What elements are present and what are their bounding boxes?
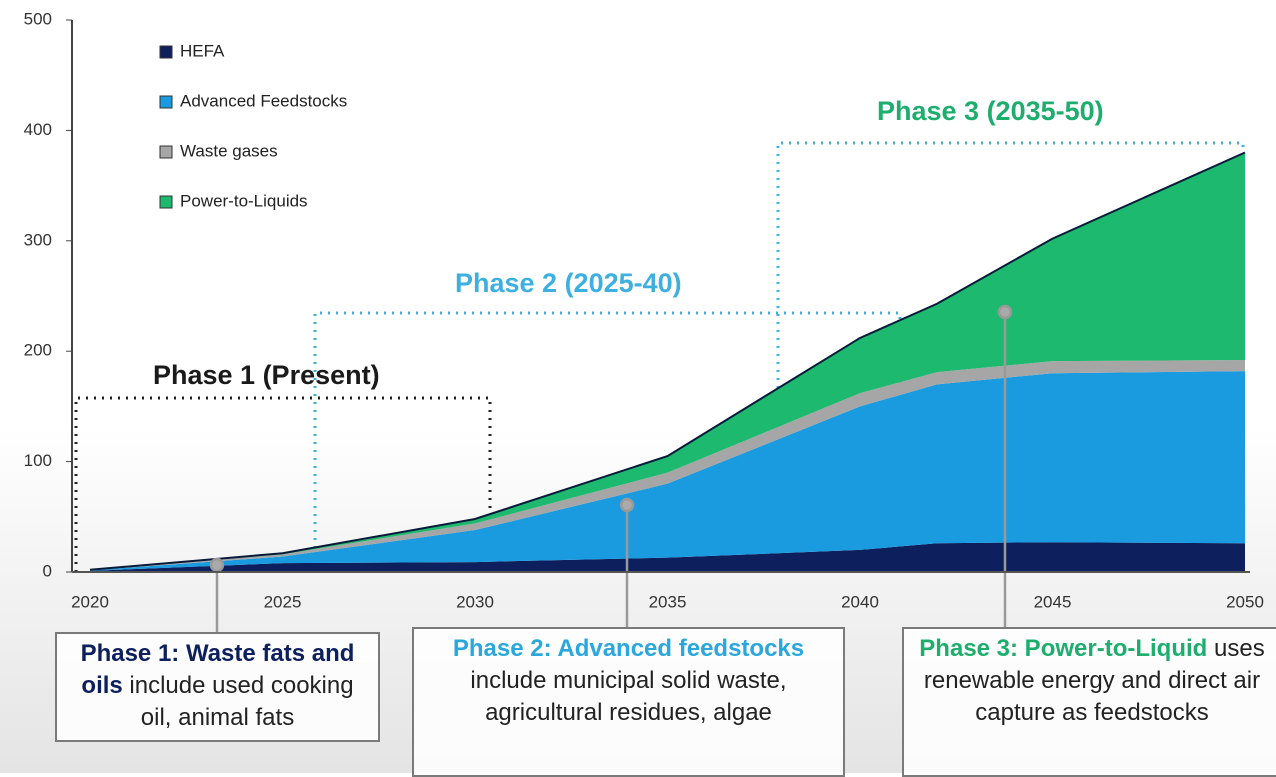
legend-label: Advanced Feedstocks [180,91,347,110]
x-tick-label: 2040 [841,592,879,611]
y-tick-label: 200 [24,341,52,360]
phase-label: Phase 1 (Present) [153,360,380,390]
legend-swatch [159,95,173,109]
area [90,152,1245,571]
x-tick-label: 2045 [1034,592,1072,611]
y-tick-label: 500 [24,9,52,28]
legend-swatch [159,145,173,159]
x-tick-label: 2050 [1226,592,1264,611]
box-text: include used cooking oil, animal fats [129,672,354,731]
legend-label: Power-to-Liquids [180,191,308,210]
box-text: include municipal solid waste, agricultu… [470,667,787,726]
pointer-dot [619,497,635,513]
pointers [209,304,1013,632]
x-tick-label: 2020 [71,592,109,611]
x-tick-label: 2025 [264,592,302,611]
x-tick-label: 2035 [649,592,687,611]
phase-label: Phase 3 (2035-50) [877,96,1104,126]
box: Phase 1: Waste fats and oils include use… [55,632,380,742]
box: Phase 2: Advanced feedstocks include mun… [412,627,845,777]
area [90,542,1245,572]
x-tick-label: 2030 [456,592,494,611]
box-title: Phase 2: Advanced feedstocks [452,635,805,662]
box: Phase 3: Power-to-Liquid uses renewable … [902,627,1276,777]
outline [89,151,1246,571]
areas [89,151,1246,572]
y-tick-label: 0 [43,561,52,580]
y-tick-label: 100 [24,451,52,470]
phase-labels: Phase 1 (Present) Phase 2 (2025-40) Phas… [153,96,1104,390]
box-title: Phase 3: Power-to-Liquid [919,635,1208,662]
legend-swatch [159,195,173,209]
phase-label: Phase 2 (2025-40) [455,268,682,298]
legend-label: HEFA [180,41,225,60]
pointer-dot [209,557,225,573]
y-tick-label: 300 [24,230,52,249]
y-tick-label: 400 [24,120,52,139]
box-text: uses renewable energy and direct air cap… [923,635,1265,726]
pointer-dot [997,304,1013,320]
phase2-frame [313,311,902,572]
legend-swatch [159,45,173,59]
box-title: Phase 1: Waste fats and oils [80,640,355,699]
phase-frames [74,141,1245,572]
area [90,371,1245,571]
legend-label: Waste gases [180,141,278,160]
